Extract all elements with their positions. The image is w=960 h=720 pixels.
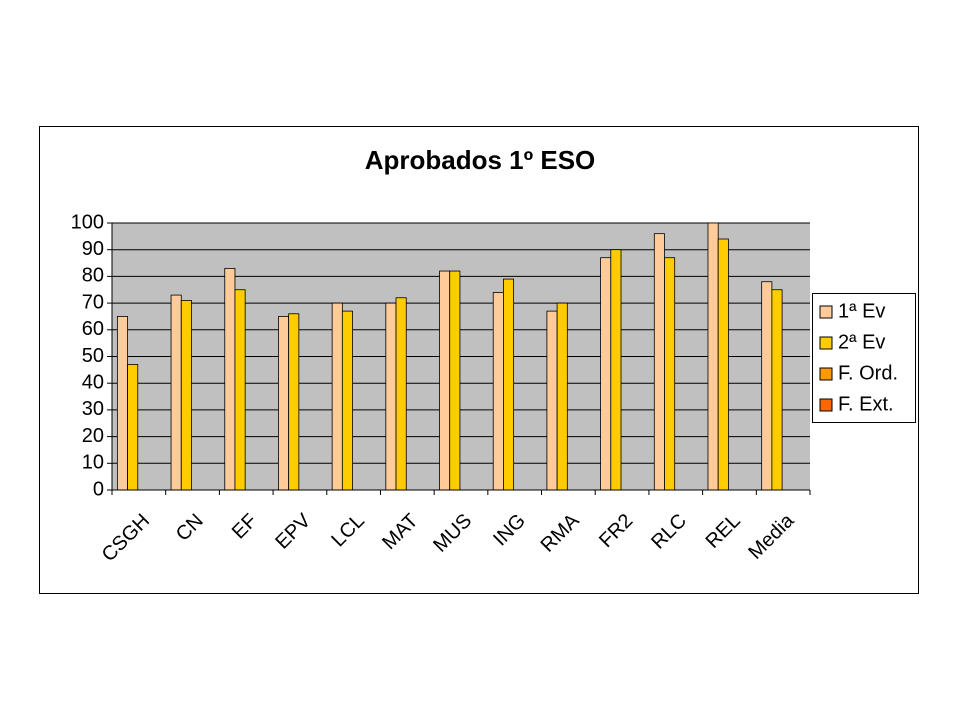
bar bbox=[234, 289, 246, 491]
legend-label: 2ª Ev bbox=[838, 331, 885, 353]
bar bbox=[385, 302, 397, 491]
legend-label: F. Ext. bbox=[838, 393, 894, 415]
bar bbox=[278, 316, 290, 491]
bar bbox=[180, 300, 192, 491]
legend-swatch bbox=[819, 398, 833, 412]
bar bbox=[224, 267, 236, 491]
bar bbox=[556, 302, 568, 491]
y-tick-label: 30 bbox=[82, 398, 104, 420]
y-tick-label: 40 bbox=[82, 371, 104, 393]
bar bbox=[653, 233, 665, 491]
y-tick-label: 70 bbox=[82, 291, 104, 313]
bar bbox=[439, 270, 451, 491]
y-tick-label: 0 bbox=[93, 478, 104, 500]
legend-swatch bbox=[819, 305, 833, 319]
bar bbox=[127, 364, 139, 491]
bar bbox=[116, 316, 128, 491]
bar bbox=[707, 222, 719, 491]
bar bbox=[395, 297, 407, 491]
bar bbox=[610, 249, 622, 491]
bar bbox=[341, 310, 353, 491]
bar bbox=[546, 310, 558, 491]
bar bbox=[771, 289, 783, 491]
y-tick-label: 20 bbox=[82, 425, 104, 447]
y-tick-label: 100 bbox=[71, 211, 104, 233]
y-tick-label: 80 bbox=[82, 265, 104, 287]
bar bbox=[288, 313, 300, 491]
legend-swatch bbox=[819, 367, 833, 381]
bar bbox=[717, 238, 729, 491]
legend-label: 1ª Ev bbox=[838, 300, 885, 322]
bar bbox=[503, 278, 515, 491]
bar bbox=[449, 270, 461, 491]
bar bbox=[331, 302, 343, 491]
bar bbox=[170, 294, 182, 491]
legend-swatch bbox=[819, 336, 833, 350]
bar bbox=[761, 281, 773, 491]
chart-title: Aprobados 1º ESO bbox=[365, 145, 596, 175]
y-tick-label: 10 bbox=[82, 452, 104, 474]
bar bbox=[664, 257, 676, 491]
y-tick-label: 90 bbox=[82, 238, 104, 260]
bar bbox=[492, 292, 504, 491]
y-tick-label: 60 bbox=[82, 318, 104, 340]
bar bbox=[600, 257, 612, 491]
legend-label: F. Ord. bbox=[838, 362, 898, 384]
y-tick-label: 50 bbox=[82, 345, 104, 367]
